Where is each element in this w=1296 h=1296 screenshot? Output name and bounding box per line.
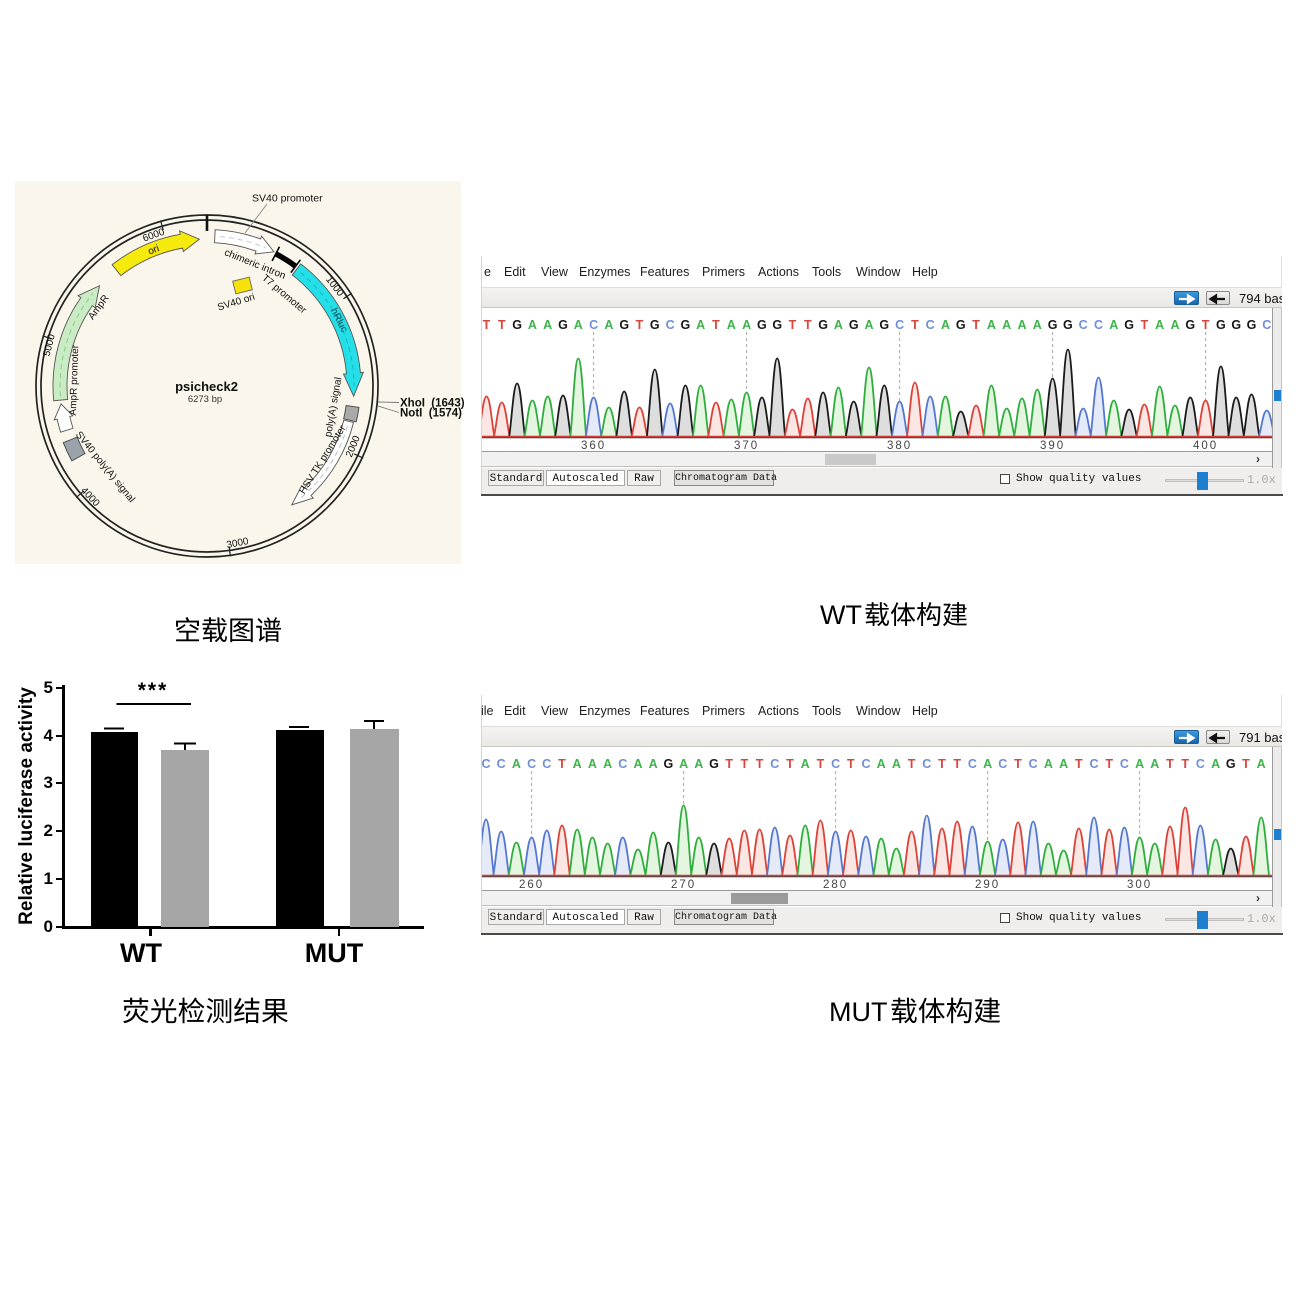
- svg-text:3000: 3000: [226, 536, 250, 551]
- svg-text:ori: ori: [147, 243, 161, 257]
- svg-text:***: ***: [138, 679, 169, 702]
- svg-text:270: 270: [671, 879, 696, 891]
- svg-text:260: 260: [519, 879, 544, 891]
- svg-text:360: 360: [581, 440, 606, 452]
- svg-text:400: 400: [1193, 440, 1218, 452]
- svg-text:MUT: MUT: [829, 997, 887, 1027]
- svg-text:SV40 promoter: SV40 promoter: [252, 193, 323, 205]
- svg-text:WT: WT: [820, 600, 862, 630]
- svg-text:390: 390: [1040, 440, 1065, 452]
- svg-text:5000: 5000: [42, 333, 58, 358]
- svg-text:TTTTTTTTTTTTTTTT: TTTTTTTTTTTTTTTT: [558, 757, 1250, 771]
- svg-text:290: 290: [975, 879, 1000, 891]
- svg-text:CCCCCCC: CCCCCCC: [589, 318, 1271, 332]
- svg-text:AmpR promoter: AmpR promoter: [68, 344, 81, 416]
- svg-text:NotI (1574): NotI (1574): [400, 408, 462, 420]
- svg-text:380: 380: [887, 440, 912, 452]
- svg-text:280: 280: [823, 879, 848, 891]
- svg-text:XhoI (1643): XhoI (1643): [400, 398, 465, 410]
- svg-text:300: 300: [1127, 879, 1152, 891]
- svg-text:370: 370: [734, 440, 759, 452]
- svg-text:psicheck2: psicheck2: [175, 379, 238, 394]
- svg-text:6273 bp: 6273 bp: [188, 394, 222, 405]
